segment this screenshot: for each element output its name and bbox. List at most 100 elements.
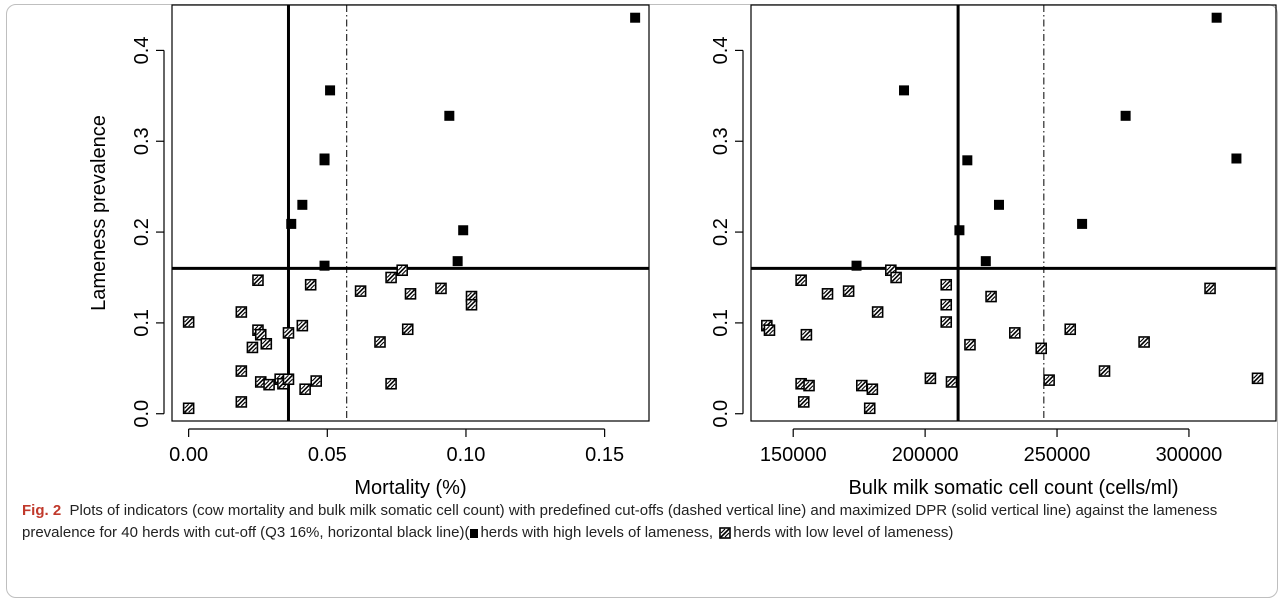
x-axis-title: Mortality (%) [354,477,466,499]
high-lameness-point [980,256,991,267]
low-lameness-point [404,288,417,300]
low-lameness-point [940,298,953,311]
filled-square-icon [470,529,479,538]
high-lameness-point [452,256,463,267]
low-lameness-point [842,285,855,297]
y-tick-label: 0.0 [131,400,153,428]
x-tick-label: 0.10 [446,444,485,466]
low-lameness-point [763,324,776,336]
high-lameness-point [851,260,862,271]
y-tick-label: 0.1 [710,309,732,337]
points-group [182,12,641,415]
low-lameness-point [235,396,248,408]
y-tick-label: 0.2 [710,218,732,246]
low-lameness-point [246,341,259,354]
low-lameness-point [385,271,397,284]
low-lameness-point [985,290,997,303]
low-lameness-point [263,378,275,391]
high-lameness-point [458,225,469,236]
x-tick-label: 0.15 [585,444,624,466]
high-lameness-point [1211,12,1222,23]
high-lameness-point [319,260,330,271]
low-lameness-point [1138,336,1150,348]
low-lameness-point [299,383,311,396]
y-axis-title: Lameness prevalence [88,115,110,311]
low-lameness-point [1043,374,1055,386]
low-lameness-point [296,319,309,332]
low-lameness-point [374,336,386,348]
x-tick-label: 300000 [1156,444,1223,466]
plot-frame [171,4,650,422]
low-lameness-point [1035,342,1048,355]
low-lameness-point [890,271,902,284]
low-lameness-point [866,383,879,396]
y-tick-label: 0.4 [131,37,153,65]
high-lameness-point [297,199,308,210]
low-lameness-point [252,274,264,287]
low-lameness-point [797,396,810,408]
high-lameness-point [325,85,336,96]
low-lameness-point [924,372,937,385]
low-lameness-point [964,338,976,351]
figure-caption: Fig. 2 Plots of indicators (cow mortalit… [22,500,1267,544]
low-lameness-point [396,264,408,277]
low-lameness-point [282,373,295,386]
low-lameness-point [940,316,953,328]
high-lameness-point [1077,218,1088,229]
caption-text-low: herds with low level of lameness) [733,524,954,541]
x-axis-title: Bulk milk somatic cell count (cells/ml) [848,477,1178,499]
high-lameness-point [319,155,330,166]
low-lameness-point [1064,323,1077,336]
low-lameness-point [1251,372,1264,385]
figure-label: Fig. 2 [22,502,62,519]
low-lameness-point [803,379,815,392]
low-lameness-point [795,274,807,287]
low-lameness-point [856,379,868,392]
caption-text-main: Plots of indicators (cow mortality and b… [22,502,1218,541]
low-lameness-point [385,377,397,390]
caption-text-high: herds with high levels of lameness, [480,524,718,541]
low-lameness-point [821,288,834,300]
y-tick-label: 0.4 [710,37,732,65]
x-tick-label: 150000 [760,444,827,466]
low-lameness-point [871,306,884,318]
high-lameness-point [286,218,297,229]
y-tick-label: 0.3 [131,127,153,155]
low-lameness-point [1098,365,1111,377]
low-lameness-point [235,365,248,377]
high-lameness-point [993,199,1004,210]
plot-frame [750,4,1277,422]
low-lameness-point [304,278,317,291]
high-lameness-point [954,225,965,236]
low-lameness-point [1204,282,1216,295]
low-lameness-point [282,327,295,339]
y-tick-label: 0.2 [131,218,153,246]
high-lameness-point [444,110,455,121]
hatched-square-icon [719,527,732,539]
y-tick-label: 0.0 [710,400,732,428]
y-tick-label: 0.1 [131,309,153,337]
high-lameness-point [962,155,973,166]
high-lameness-point [1231,153,1242,164]
y-tick-label: 0.3 [710,127,732,155]
high-lameness-point [899,85,910,96]
low-lameness-point [401,323,414,336]
low-lameness-point [260,337,273,350]
low-lameness-point [465,298,478,311]
low-lameness-point [354,285,367,297]
x-tick-label: 0.05 [308,444,347,466]
low-lameness-point [1009,327,1021,339]
low-lameness-point [863,402,876,415]
low-lameness-point [310,375,323,387]
low-lameness-point [235,306,248,318]
cell-count-scatter-panel: 150000 200000 250000 300000 0.0 0.1 0.2 0.3 0.4 B… [710,4,1277,499]
plots-svg: 0.00 0.05 0.10 0.15 0.0 0.1 0.2 0.3 0.4 Mortality… [88,4,1277,499]
low-lameness-point [182,402,195,415]
high-lameness-point [630,12,641,23]
x-tick-label: 0.00 [169,444,208,466]
mortality-scatter-panel: 0.00 0.05 0.10 0.15 0.0 0.1 0.2 0.3 0.4 Mortality… [88,4,650,499]
x-tick-label: 250000 [1024,444,1091,466]
low-lameness-point [435,282,447,295]
low-lameness-point [182,316,195,328]
x-tick-label: 200000 [892,444,959,466]
